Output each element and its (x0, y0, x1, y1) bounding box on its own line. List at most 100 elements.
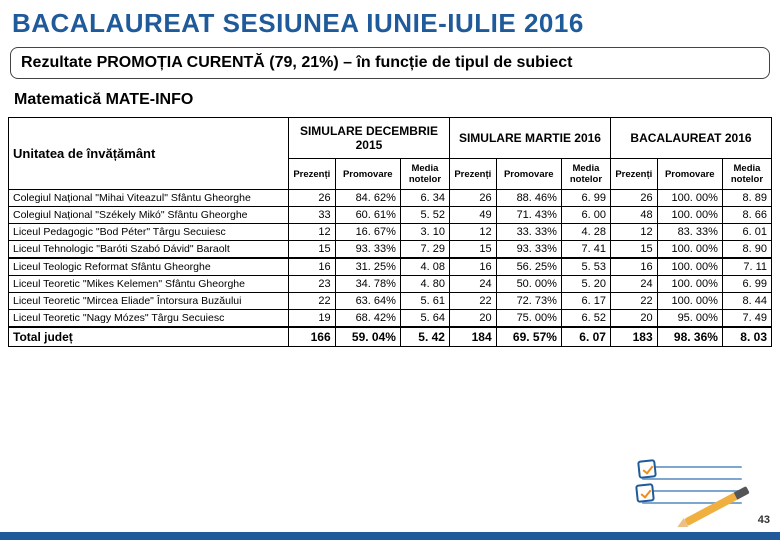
data-cell: 8. 90 (722, 241, 771, 259)
data-cell: 72. 73% (496, 293, 561, 310)
group-header-2: BACALAUREAT 2016 (610, 118, 771, 159)
sub-header: Media notelor (722, 159, 771, 190)
school-cell: Liceul Teologic Reformat Sfântu Gheorghe (9, 258, 289, 276)
data-cell: 23 (288, 276, 335, 293)
data-cell: 93. 33% (335, 241, 400, 259)
pencil-icon (684, 486, 750, 526)
sub-header: Promovare (335, 159, 400, 190)
data-cell: 4. 80 (400, 276, 449, 293)
unit-header: Unitatea de învățământ (9, 118, 289, 190)
table-row: Liceul Teoretic "Mircea Eliade" Întorsur… (9, 293, 772, 310)
data-cell: 6. 99 (722, 276, 771, 293)
group-header-0: SIMULARE DECEMBRIE 2015 (288, 118, 449, 159)
school-cell: Liceul Teoretic "Mircea Eliade" Întorsur… (9, 293, 289, 310)
table-row: Liceul Pedagogic "Bod Péter" Târgu Secui… (9, 224, 772, 241)
data-cell: 4. 08 (400, 258, 449, 276)
data-cell: 50. 00% (496, 276, 561, 293)
table-body: Colegiul Național "Mihai Viteazul" Sfânt… (9, 190, 772, 347)
data-cell: 26 (288, 190, 335, 207)
data-cell: 6. 99 (561, 190, 610, 207)
total-cell: 6. 07 (561, 327, 610, 347)
data-cell: 6. 01 (722, 224, 771, 241)
table-row: Liceul Teologic Reformat Sfântu Gheorghe… (9, 258, 772, 276)
data-cell: 5. 64 (400, 310, 449, 328)
table-row: Liceul Teoretic "Nagy Mózes" Târgu Secui… (9, 310, 772, 328)
data-cell: 6. 34 (400, 190, 449, 207)
data-cell: 48 (610, 207, 657, 224)
data-cell: 5. 61 (400, 293, 449, 310)
data-cell: 20 (610, 310, 657, 328)
data-cell: 95. 00% (657, 310, 722, 328)
data-cell: 84. 62% (335, 190, 400, 207)
data-cell: 16 (288, 258, 335, 276)
total-cell: 5. 42 (400, 327, 449, 347)
data-cell: 5. 20 (561, 276, 610, 293)
checklist-graphic (634, 458, 754, 518)
data-cell: 60. 61% (335, 207, 400, 224)
data-cell: 71. 43% (496, 207, 561, 224)
data-cell: 15 (288, 241, 335, 259)
total-row: Total județ16659. 04%5. 4218469. 57%6. 0… (9, 327, 772, 347)
data-cell: 34. 78% (335, 276, 400, 293)
data-cell: 31. 25% (335, 258, 400, 276)
school-cell: Colegiul Național "Székely Mikó" Sfântu … (9, 207, 289, 224)
data-cell: 22 (449, 293, 496, 310)
data-cell: 22 (610, 293, 657, 310)
sub-header: Promovare (657, 159, 722, 190)
data-cell: 100. 00% (657, 241, 722, 259)
section-label: Matematică MATE-INFO (0, 87, 780, 117)
school-cell: Liceul Pedagogic "Bod Péter" Târgu Secui… (9, 224, 289, 241)
data-cell: 68. 42% (335, 310, 400, 328)
sub-header: Prezenți (288, 159, 335, 190)
data-cell: 12 (610, 224, 657, 241)
data-cell: 100. 00% (657, 207, 722, 224)
table-row: Liceul Tehnologic "Baróti Szabó Dávid" B… (9, 241, 772, 259)
data-cell: 22 (288, 293, 335, 310)
data-cell: 3. 10 (400, 224, 449, 241)
data-cell: 7. 49 (722, 310, 771, 328)
total-cell: 98. 36% (657, 327, 722, 347)
sub-header: Media notelor (561, 159, 610, 190)
table-head: Unitatea de învățământ SIMULARE DECEMBRI… (9, 118, 772, 190)
table-row: Colegiul Național "Mihai Viteazul" Sfânt… (9, 190, 772, 207)
data-cell: 93. 33% (496, 241, 561, 259)
data-cell: 33. 33% (496, 224, 561, 241)
check-icon (635, 483, 655, 503)
total-cell: 183 (610, 327, 657, 347)
data-cell: 8. 89 (722, 190, 771, 207)
data-cell: 15 (449, 241, 496, 259)
data-cell: 6. 17 (561, 293, 610, 310)
data-cell: 15 (610, 241, 657, 259)
table-row: Colegiul Național "Székely Mikó" Sfântu … (9, 207, 772, 224)
total-cell: 69. 57% (496, 327, 561, 347)
data-cell: 16 (449, 258, 496, 276)
data-cell: 100. 00% (657, 293, 722, 310)
total-cell: 8. 03 (722, 327, 771, 347)
data-cell: 63. 64% (335, 293, 400, 310)
data-cell: 8. 66 (722, 207, 771, 224)
data-cell: 12 (288, 224, 335, 241)
sub-header: Promovare (496, 159, 561, 190)
data-cell: 5. 53 (561, 258, 610, 276)
data-cell: 7. 41 (561, 241, 610, 259)
data-cell: 12 (449, 224, 496, 241)
data-cell: 24 (449, 276, 496, 293)
data-cell: 75. 00% (496, 310, 561, 328)
total-cell: 166 (288, 327, 335, 347)
total-cell: 59. 04% (335, 327, 400, 347)
data-cell: 100. 00% (657, 258, 722, 276)
school-cell: Colegiul Național "Mihai Viteazul" Sfânt… (9, 190, 289, 207)
data-cell: 4. 28 (561, 224, 610, 241)
data-cell: 6. 00 (561, 207, 610, 224)
table-row: Liceul Teoretic "Mikes Kelemen" Sfântu G… (9, 276, 772, 293)
data-cell: 88. 46% (496, 190, 561, 207)
sub-header: Media notelor (400, 159, 449, 190)
total-cell: 184 (449, 327, 496, 347)
data-cell: 100. 00% (657, 190, 722, 207)
subtitle-box: Rezultate PROMOȚIA CURENTĂ (79, 21%) – î… (10, 47, 770, 79)
page-number: 43 (758, 514, 770, 526)
school-cell: Liceul Tehnologic "Baróti Szabó Dávid" B… (9, 241, 289, 259)
data-cell: 33 (288, 207, 335, 224)
sub-header: Prezenți (610, 159, 657, 190)
results-table: Unitatea de învățământ SIMULARE DECEMBRI… (8, 117, 772, 347)
